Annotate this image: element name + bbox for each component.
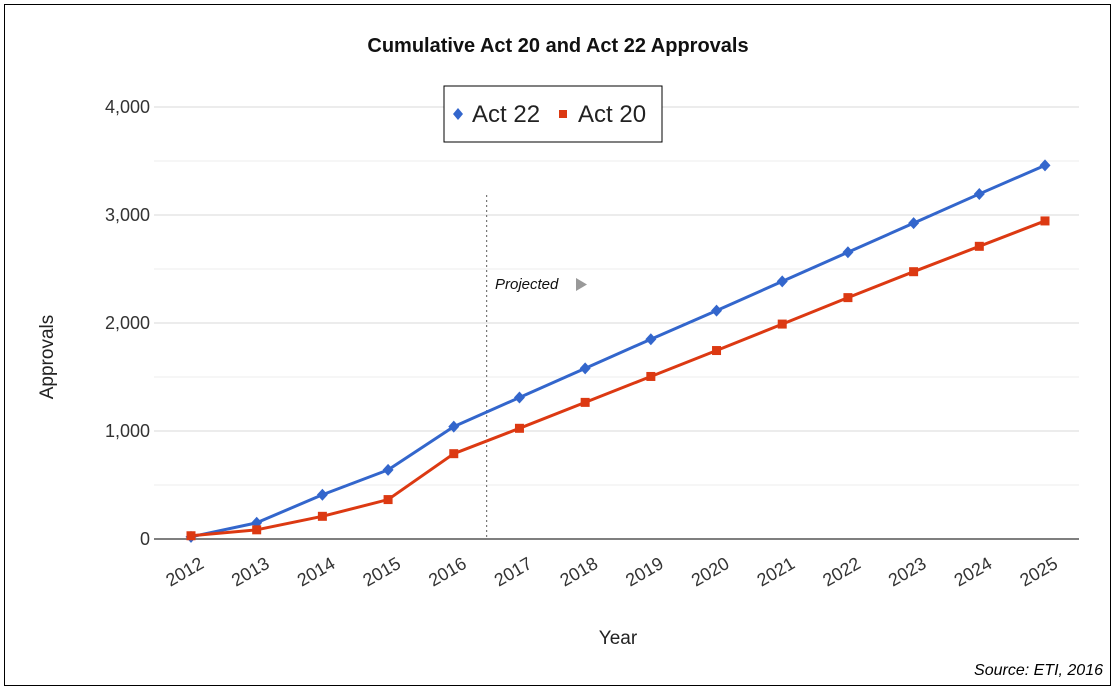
chart-svg: Cumulative Act 20 and Act 22 Approvals 0…	[37, 35, 1103, 679]
data-point-act22	[1039, 159, 1051, 172]
grid	[154, 106, 1079, 540]
data-point-act22	[973, 187, 985, 200]
data-point-act22	[513, 391, 525, 404]
data-point-act22	[448, 420, 460, 433]
data-point-act22	[776, 275, 788, 288]
data-point-act20	[514, 423, 524, 433]
x-axis-label: Year	[599, 628, 638, 649]
x-tick-label: 2023	[885, 553, 930, 590]
legend: Act 22 Act 20	[443, 85, 663, 143]
data-point-act22	[579, 362, 591, 375]
data-point-act20	[777, 319, 787, 329]
data-point-act20	[909, 267, 919, 277]
y-tick-label: 1,000	[105, 421, 150, 441]
data-point-act20	[449, 449, 459, 459]
series	[185, 159, 1051, 543]
x-tick-label: 2025	[1016, 553, 1061, 590]
y-tick-label: 3,000	[105, 205, 150, 225]
data-point-act20	[974, 241, 984, 251]
y-tick-label: 0	[140, 529, 150, 549]
data-point-act20	[252, 525, 262, 535]
data-point-act22	[645, 333, 657, 346]
data-point-act20	[646, 371, 656, 381]
y-tick-label: 4,000	[105, 97, 150, 117]
projected-arrow-icon	[576, 278, 587, 291]
legend-act20-marker	[559, 110, 567, 118]
data-point-act22	[316, 488, 328, 501]
legend-box	[443, 85, 663, 143]
x-tick-label: 2013	[228, 553, 273, 590]
data-point-act20	[1040, 216, 1050, 226]
chart-title: Cumulative Act 20 and Act 22 Approvals	[367, 35, 748, 57]
data-point-act20	[712, 346, 722, 356]
legend-act22-label: Act 22	[472, 101, 540, 128]
x-tick-label: 2017	[491, 553, 536, 590]
y-tick-label: 2,000	[105, 313, 150, 333]
x-tick-label: 2018	[556, 553, 601, 590]
series-line-act-20	[190, 219, 1046, 538]
projected-label: Projected	[495, 276, 559, 293]
x-tick-label: 2024	[951, 553, 996, 590]
x-tick-label: 2015	[359, 553, 404, 590]
x-tick-label: 2021	[754, 553, 799, 590]
data-point-act20	[186, 531, 196, 541]
x-tick-label: 2012	[162, 553, 207, 590]
x-tick-label: 2022	[819, 553, 864, 590]
x-tick-label: 2019	[622, 553, 667, 590]
data-point-act22	[842, 246, 854, 259]
x-tick-label: 2016	[425, 553, 470, 590]
x-tick-labels: 2012 2013 2014 2015 2016 2017 2018 2019 2020 2021…	[162, 553, 1061, 590]
data-point-act22	[711, 304, 723, 317]
series-line-act-22	[190, 163, 1046, 539]
source-note: Source: ETI, 2016	[974, 662, 1103, 679]
legend-act20-label: Act 20	[578, 101, 646, 128]
x-tick-label: 2020	[688, 553, 733, 590]
y-tick-labels: 0 1,000 2,000 3,000 4,000	[105, 97, 150, 549]
data-point-act22	[382, 463, 394, 476]
y-axis-label: Approvals	[37, 315, 58, 400]
chart-frame: Cumulative Act 20 and Act 22 Approvals 0…	[4, 4, 1111, 686]
x-tick-label: 2014	[294, 553, 339, 590]
data-point-act22	[908, 217, 920, 230]
annotation-projected: Projected	[495, 276, 587, 293]
legend-act22-marker	[453, 108, 463, 120]
data-point-act20	[383, 495, 393, 505]
data-point-act20	[317, 511, 327, 521]
data-point-act20	[843, 293, 853, 303]
data-point-act20	[580, 397, 590, 407]
